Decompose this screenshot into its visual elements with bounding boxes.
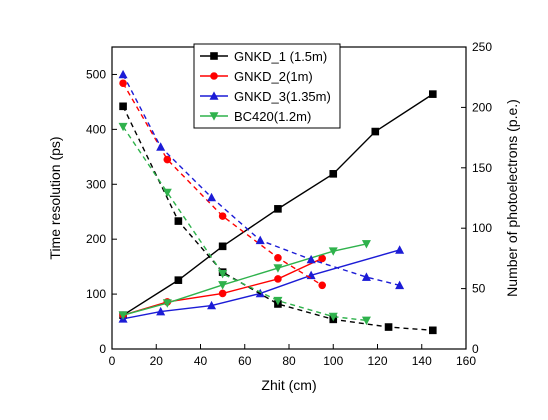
series-layer <box>118 69 437 335</box>
data-point <box>218 269 228 279</box>
data-point <box>361 316 371 326</box>
legend-marker <box>209 91 219 100</box>
data-point <box>274 254 282 262</box>
data-point <box>328 247 338 256</box>
x-tick-label: 140 <box>412 354 432 368</box>
legend-box <box>193 43 341 129</box>
series-line <box>122 243 367 316</box>
data-point <box>156 142 166 151</box>
x-tick-label: 40 <box>194 354 208 368</box>
data-point <box>274 275 282 283</box>
legend-entry: GNKD_3(1.35m) <box>200 89 331 104</box>
series-tr-5 <box>119 79 326 290</box>
x-tick-label: 120 <box>367 354 387 368</box>
series-pe-3 <box>118 240 371 320</box>
data-point <box>273 296 283 306</box>
data-point <box>361 240 371 249</box>
legend-marker <box>210 72 218 80</box>
data-point <box>174 276 183 284</box>
legend-label: GNKD_3(1.35m) <box>234 89 331 104</box>
y2-tick-label: 0 <box>472 342 479 356</box>
data-point <box>156 306 166 316</box>
data-point <box>207 300 217 310</box>
series-line <box>122 82 323 286</box>
data-point <box>118 122 128 132</box>
y2-tick-label: 250 <box>472 40 492 54</box>
x-tick-label: 0 <box>109 354 116 368</box>
y2-axis-label: Number of photoelectrons (p.e.) <box>504 99 520 297</box>
legend-entry: GNKD_1 (1.5m) <box>200 49 327 64</box>
y-tick-label: 100 <box>86 287 106 301</box>
legend-marker <box>209 112 219 121</box>
x-tick-label: 100 <box>323 354 343 368</box>
data-point <box>174 217 183 225</box>
data-point <box>207 192 217 202</box>
data-point <box>162 188 172 198</box>
data-point <box>218 289 227 298</box>
y-tick-label: 400 <box>86 122 106 136</box>
legend-entry: BC420(1.2m) <box>200 109 311 124</box>
legend-entry: GNKD_2(1m) <box>200 69 313 84</box>
data-point <box>306 254 316 264</box>
y-tick-label: 300 <box>86 177 106 191</box>
data-point <box>218 242 227 251</box>
series-line <box>122 249 400 320</box>
data-point <box>119 102 127 111</box>
data-point <box>318 281 326 290</box>
y-axis-label: Time resolution (ps) <box>47 136 63 259</box>
data-point <box>328 312 338 322</box>
data-point <box>395 280 405 290</box>
data-point <box>429 326 437 335</box>
data-point <box>273 264 283 273</box>
data-point <box>218 212 227 220</box>
y2-tick-label: 200 <box>472 100 492 114</box>
data-point <box>384 323 393 331</box>
data-point <box>274 205 282 213</box>
x-tick-label: 60 <box>238 354 252 368</box>
data-point <box>118 69 128 79</box>
legend-marker <box>210 52 218 60</box>
y-tick-label: 500 <box>86 67 106 81</box>
data-point <box>218 281 228 290</box>
series-tr-6 <box>118 69 405 290</box>
y-tick-label: 0 <box>99 342 106 356</box>
x-tick-label: 80 <box>282 354 296 368</box>
series-line <box>122 105 433 332</box>
series-line <box>122 126 367 322</box>
y2-axis-ticks: 0 50 100 150 200 250 <box>461 40 492 356</box>
series-pe-2 <box>118 245 405 323</box>
y-axis-ticks: 0 100 200 300 400 500 <box>86 67 117 356</box>
legend: GNKD_1 (1.5m) GNKD_2(1m) GNKD_3(1.35m) BC42… <box>193 43 341 129</box>
x-tick-label: 20 <box>150 354 164 368</box>
series-tr-7 <box>118 122 371 326</box>
y-tick-label: 200 <box>86 232 106 246</box>
data-point <box>429 90 437 98</box>
data-point <box>395 245 405 254</box>
data-point <box>119 79 127 88</box>
data-point <box>361 272 371 281</box>
y2-tick-label: 50 <box>472 282 486 296</box>
legend-label: BC420(1.2m) <box>234 109 311 124</box>
x-axis-label: Zhit (cm) <box>261 377 316 393</box>
y2-tick-label: 100 <box>472 221 492 235</box>
data-point <box>162 299 172 308</box>
data-point <box>118 311 128 320</box>
x-tick-label: 160 <box>456 354 476 368</box>
data-point <box>255 235 265 245</box>
data-point <box>163 155 172 164</box>
x-axis-ticks: 0 20 40 60 80 100 120 140 160 <box>109 344 476 368</box>
data-point <box>371 127 380 136</box>
y2-tick-label: 150 <box>472 161 492 175</box>
legend-label: GNKD_1 (1.5m) <box>234 49 327 64</box>
data-point <box>329 170 338 178</box>
legend-label: GNKD_2(1m) <box>234 69 313 84</box>
